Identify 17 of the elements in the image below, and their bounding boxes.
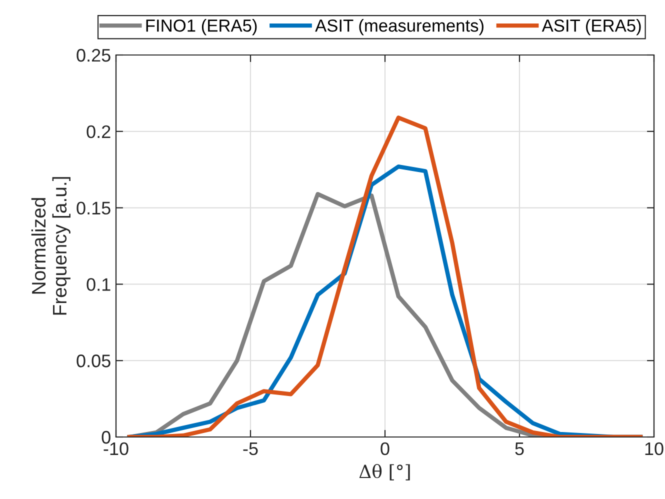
y-tick-label: 0.2 [86,125,110,138]
x-tick-label: 5 [515,442,524,456]
y-tick-label: 0.15 [76,202,110,215]
x-tick-label: 10 [645,442,664,456]
y-tick-label: 0.1 [86,278,110,291]
x-tick-label: 0 [380,442,390,456]
x-axis-title: Δθ [°] [359,464,410,480]
legend-label: FINO1 (ERA5) [146,19,257,36]
y-tick-label: 0 [102,430,110,444]
x-tick-label: -10 [104,442,128,456]
legend-label: ASIT (ERA5) [542,19,641,36]
line-series [127,116,643,437]
y-tick-label: 0.25 [76,48,110,62]
x-tick-label: -5 [243,442,258,456]
y-tick-label: 0.05 [76,354,110,368]
y-axis-title: Normalized Frequency [a.u.] [31,177,70,315]
legend-label: ASIT (measurements) [315,19,484,36]
